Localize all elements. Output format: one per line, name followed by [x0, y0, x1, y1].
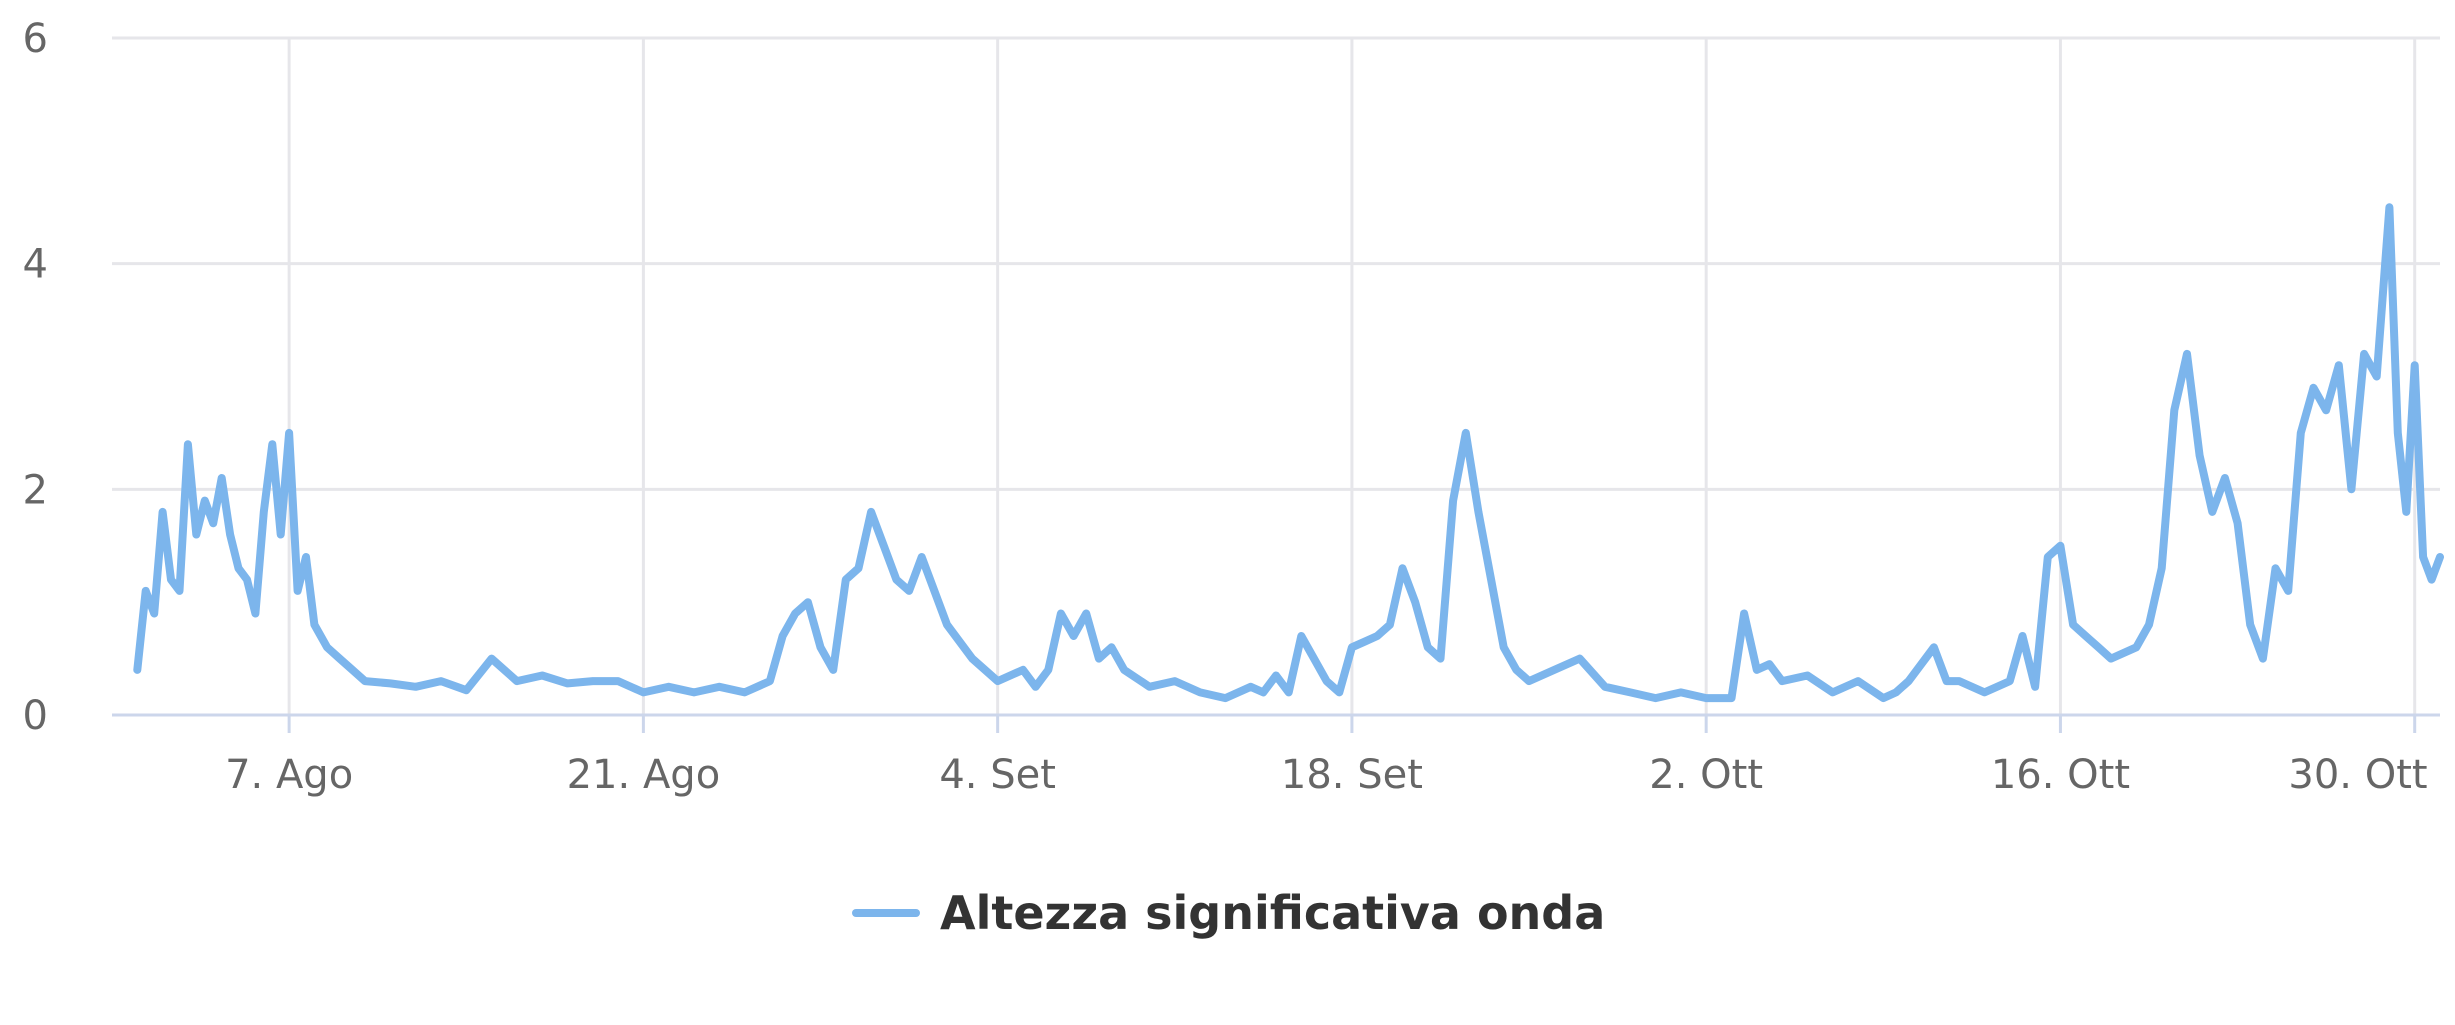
x-tick-label: 2. Ott	[1649, 752, 1763, 798]
y-tick-label: 6	[23, 16, 48, 62]
x-tick-label: 21. Ago	[567, 752, 721, 798]
legend[interactable]: Altezza significativa onda	[852, 886, 1605, 940]
x-tick-label: 7. Ago	[225, 752, 353, 798]
horizontal-gridlines	[112, 36, 2440, 491]
series-group	[133, 203, 2444, 703]
x-axis-ticks	[287, 715, 2417, 733]
x-tick-label: 18. Set	[1281, 752, 1423, 798]
y-axis-labels: 0 2 4 6	[23, 16, 48, 739]
legend-label[interactable]: Altezza significativa onda	[940, 886, 1605, 940]
y-tick-label: 4	[23, 242, 48, 288]
x-tick-label: 4. Set	[939, 752, 1056, 798]
x-tick-label: 16. Ott	[1991, 752, 2130, 798]
y-tick-label: 0	[23, 693, 48, 739]
vertical-gridlines	[287, 38, 2417, 715]
y-tick-label: 2	[23, 467, 48, 513]
x-axis-labels: 7. Ago 21. Ago 4. Set 18. Set 2. Ott 16. Ott 3…	[225, 752, 2428, 798]
series-line-wave-height[interactable]	[133, 203, 2444, 703]
x-tick-label: 30. Ott	[2288, 752, 2427, 798]
